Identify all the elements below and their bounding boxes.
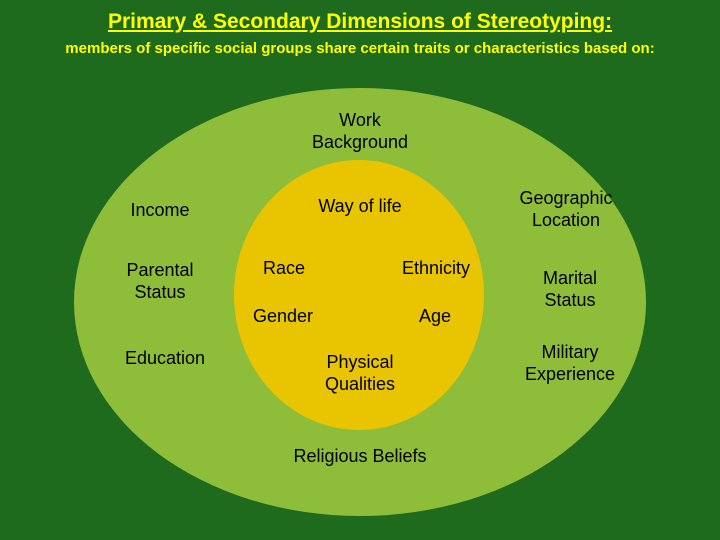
label-way-of-life: Way of life: [300, 196, 420, 218]
label-work-background: WorkBackground: [300, 110, 420, 153]
label-religious-beliefs: Religious Beliefs: [270, 446, 450, 468]
label-parental-status: ParentalStatus: [110, 260, 210, 303]
page-subtitle: members of specific social groups share …: [0, 40, 720, 57]
label-physical-qualities: PhysicalQualities: [300, 352, 420, 395]
label-age: Age: [400, 306, 470, 328]
label-gender: Gender: [238, 306, 328, 328]
label-geographic-location: GeographicLocation: [506, 188, 626, 231]
page: Primary & Secondary Dimensions of Stereo…: [0, 0, 720, 540]
label-military-experience: MilitaryExperience: [510, 342, 630, 385]
label-ethnicity: Ethnicity: [386, 258, 486, 280]
label-income: Income: [110, 200, 210, 222]
label-race: Race: [244, 258, 324, 280]
label-education: Education: [110, 348, 220, 370]
page-title: Primary & Secondary Dimensions of Stereo…: [0, 0, 720, 34]
label-marital-status: MaritalStatus: [520, 268, 620, 311]
